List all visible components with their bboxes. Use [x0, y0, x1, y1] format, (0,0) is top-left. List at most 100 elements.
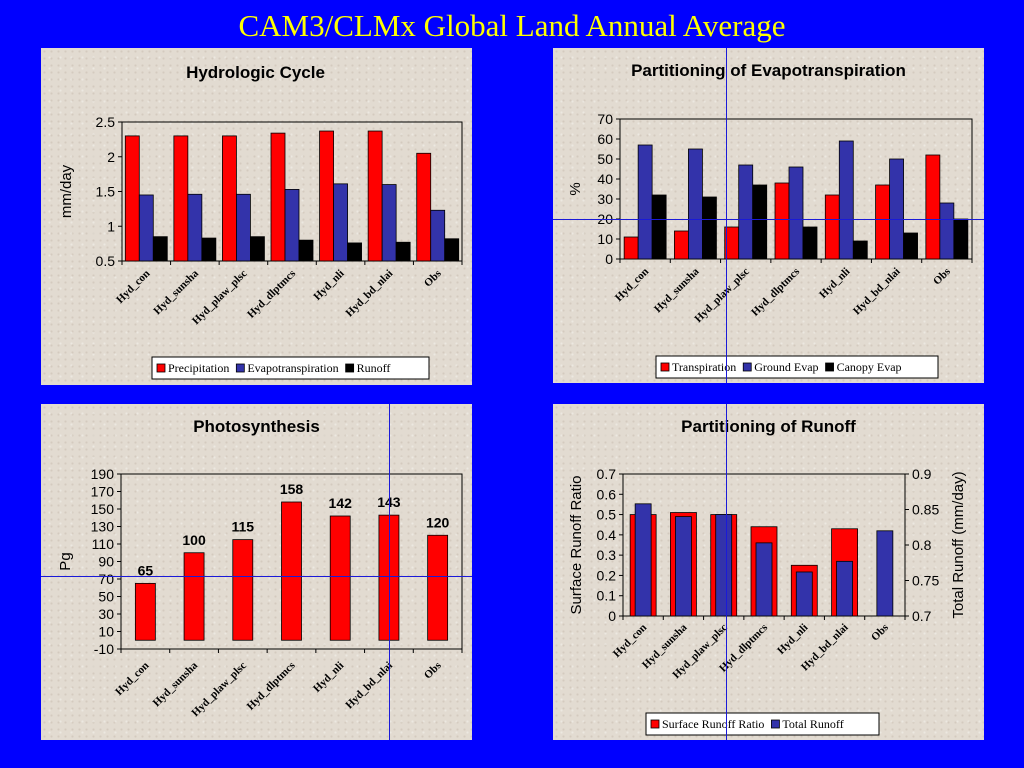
- y-tick-label: 1: [107, 218, 115, 234]
- legend-label: Total Runoff: [782, 717, 843, 731]
- bar: [623, 236, 639, 260]
- bar: [284, 189, 300, 262]
- bar: [939, 202, 955, 260]
- hydrologic-cycle-panel: Hydrologic Cycle 0.5 1 1.5 2 2.5 mm/day Hyd_con…: [41, 48, 472, 385]
- bar: [836, 560, 853, 617]
- y-tick-label: 190: [91, 466, 115, 482]
- data-label: 100: [182, 532, 206, 548]
- bar: [925, 154, 941, 260]
- legend-label: Runoff: [357, 361, 391, 375]
- bar: [173, 135, 189, 262]
- legend-swatch: [771, 719, 780, 729]
- x-tick-label: Hyd_con: [613, 266, 651, 304]
- chart-title: Partitioning of Evapotranspiration: [631, 61, 906, 80]
- y-axis-label: mm/day: [58, 164, 75, 218]
- x-tick-label: Obs: [931, 265, 953, 287]
- y-tick-label: 60: [597, 131, 613, 147]
- bar: [788, 166, 804, 260]
- legend-swatch: [742, 362, 752, 372]
- photosynthesis-panel: Photosynthesis -10 10 30 50 70 90 110 130 150 170 1…: [41, 404, 472, 740]
- bar: [232, 539, 254, 641]
- bar: [236, 193, 251, 262]
- legend-swatch: [650, 719, 660, 729]
- legend-swatch: [156, 363, 166, 373]
- bar: [702, 196, 717, 260]
- y2-tick-label: 0.9: [912, 466, 932, 482]
- y-tick-label: 1.5: [96, 184, 116, 200]
- crosshair-line-horizontal-bottom: [41, 576, 472, 577]
- bar: [187, 193, 203, 262]
- bar: [329, 515, 351, 641]
- runoff-partitioning-panel: Partitioning of Runoff 0 0.1 0.2 0.3 0.4 0.5 0.…: [553, 404, 984, 740]
- x-tick-label: Obs: [422, 267, 444, 289]
- bar: [270, 132, 286, 262]
- bar: [367, 130, 383, 262]
- y-tick-label: 30: [597, 191, 613, 207]
- y-tick-label: 70: [597, 111, 613, 127]
- y2-tick-label: 0.7: [912, 608, 932, 624]
- bar: [222, 135, 237, 262]
- bar: [319, 130, 334, 262]
- data-label: 158: [280, 481, 304, 497]
- legend-swatch: [660, 362, 670, 372]
- bar: [183, 552, 205, 641]
- bar: [802, 226, 818, 260]
- x-tick-label: Hyd_sunsha: [151, 659, 201, 709]
- crosshair-line-vertical-bottom: [389, 404, 390, 740]
- x-tick-label: Hyd_sunsha: [652, 265, 702, 315]
- bar: [774, 182, 790, 260]
- data-label: 120: [426, 514, 450, 530]
- data-label: 65: [138, 562, 154, 578]
- y-tick-label: 0.5: [597, 507, 617, 523]
- bar: [378, 514, 400, 641]
- bar: [395, 241, 411, 262]
- bar: [152, 236, 168, 262]
- legend-label: Ground Evap: [754, 360, 818, 374]
- legend-swatch: [345, 363, 355, 373]
- y-tick-label: 10: [98, 624, 114, 640]
- x-tick-label: Hyd_dlptmcs: [749, 265, 803, 319]
- x-tick-label: Hyd_con: [114, 268, 152, 306]
- x-tick-label: Hyd_sunsha: [151, 267, 201, 317]
- y-tick-label: 110: [92, 536, 115, 552]
- bar: [430, 209, 446, 262]
- x-tick-label: Hyd_nli: [311, 268, 346, 303]
- x-tick-label: Hyd_bd_nlai: [344, 268, 396, 320]
- x-tick-label: Hyd_bd_nlai: [851, 266, 903, 318]
- y-axis-label: Surface Runoff Ratio: [568, 476, 585, 615]
- legend-label: Canopy Evap: [837, 360, 902, 374]
- x-tick-label: Hyd_nli: [817, 266, 852, 301]
- bar: [875, 184, 890, 260]
- y-tick-label: 0.3: [597, 547, 617, 563]
- legend-swatch: [825, 362, 834, 372]
- legend-box: [151, 356, 430, 380]
- slide-title: CAM3/CLMx Global Land Annual Average: [238, 8, 786, 43]
- x-tick-label: Hyd_nli: [775, 622, 810, 657]
- evapotranspiration-partitioning-chart: Partitioning of Evapotranspiration010203…: [567, 61, 973, 379]
- y-tick-label: 0.6: [597, 486, 617, 502]
- y-tick-label: 0: [608, 608, 616, 624]
- bar: [752, 184, 768, 260]
- x-tick-label: Hyd_plaw_plsc: [692, 266, 752, 326]
- y-tick-label: 90: [98, 554, 114, 570]
- legend-label: Surface Runoff Ratio: [662, 717, 764, 731]
- x-tick-label: Hyd_nli: [311, 660, 346, 695]
- bar: [281, 501, 302, 641]
- hydrologic-cycle-chart: Hydrologic Cycle 0.5 1 1.5 2 2.5 mm/day Hyd_con…: [58, 63, 463, 380]
- bar: [651, 194, 667, 260]
- bar: [852, 240, 868, 260]
- bar: [444, 238, 460, 262]
- bar: [824, 194, 840, 260]
- y-tick-label: 30: [98, 606, 114, 622]
- bar: [903, 232, 918, 260]
- y-tick-label: 10: [597, 231, 613, 247]
- legend-label: Precipitation: [168, 361, 229, 375]
- y-tick-label: 130: [91, 519, 115, 535]
- x-tick-label: Hyd_dlptmcs: [245, 267, 299, 321]
- bar: [637, 144, 653, 260]
- data-label: 115: [231, 519, 254, 535]
- bar: [675, 516, 692, 617]
- bar: [876, 530, 894, 617]
- bar: [795, 571, 813, 617]
